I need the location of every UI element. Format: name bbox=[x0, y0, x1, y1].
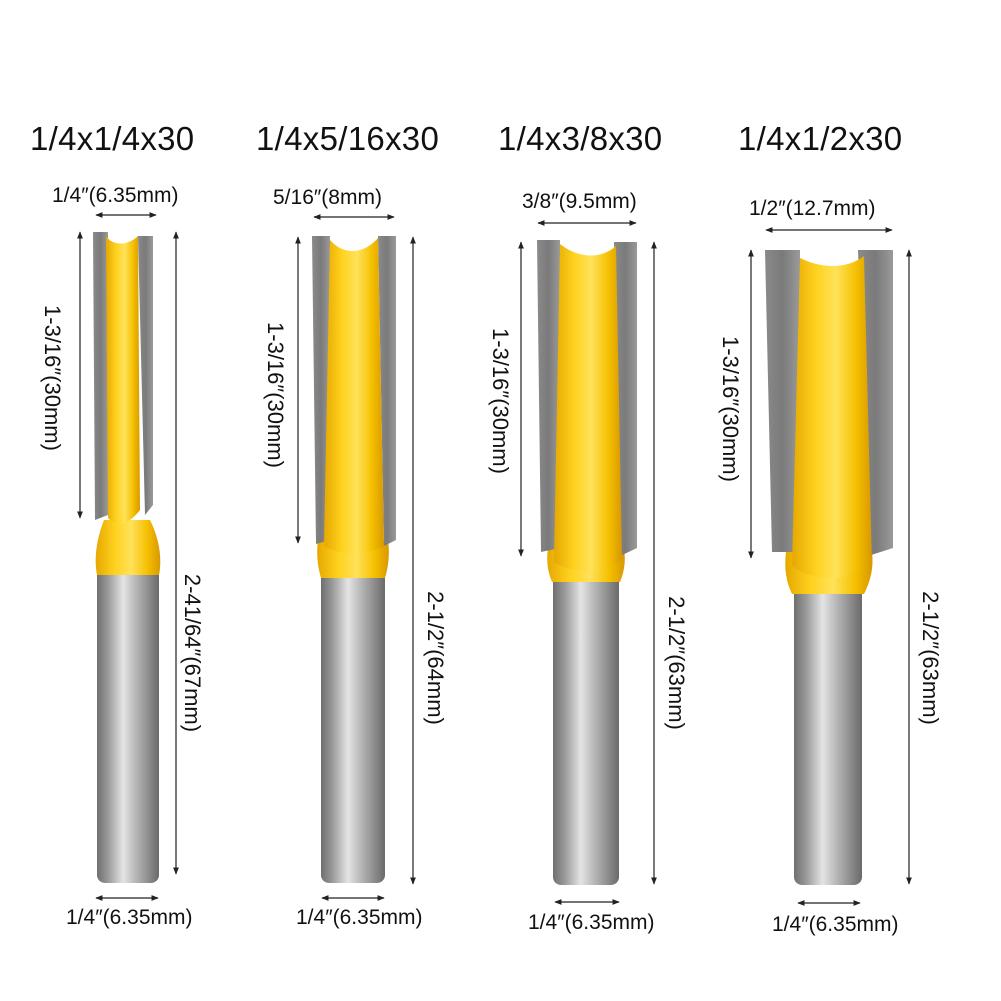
bit-1-cut-length-label: 1-3/16″(30mm) bbox=[40, 305, 65, 451]
bit-1-shank-diameter-label: 1/4″(6.35mm) bbox=[66, 906, 193, 929]
bit-1-flute bbox=[106, 236, 140, 524]
bit-1-carbide-left bbox=[93, 232, 108, 520]
router-bit-3 bbox=[537, 240, 637, 885]
bit-4-shank bbox=[794, 580, 862, 885]
bit-4-title: 1/4x1/2x30 bbox=[738, 120, 903, 157]
bit-3-overall-length-label: 2-1/2″(63mm) bbox=[664, 596, 689, 730]
bit-2-flute bbox=[324, 238, 384, 554]
bit-2-overall-length-label: 2-1/2″(64mm) bbox=[423, 591, 448, 725]
bit-3-cut-diameter-label: 3/8″(9.5mm) bbox=[522, 190, 637, 213]
bit-2-title: 1/4x5/16x30 bbox=[256, 120, 440, 157]
bit-2-carbide-left bbox=[312, 236, 330, 544]
bit-2-shank-diameter-label: 1/4″(6.35mm) bbox=[296, 906, 423, 929]
bit-2-shank bbox=[321, 568, 385, 883]
bit-4-overall-length-label: 2-1/2″(63mm) bbox=[918, 591, 943, 725]
bit-1-cut-diameter-label: 1/4″(6.35mm) bbox=[52, 184, 179, 207]
bit-3-title: 1/4x3/8x30 bbox=[498, 120, 663, 157]
router-bit-2 bbox=[312, 236, 396, 883]
bit-4-cut-length-label: 1-3/16″(30mm) bbox=[718, 336, 743, 482]
bit-1-carbide-right bbox=[138, 236, 153, 515]
bit-1-neck bbox=[95, 520, 161, 575]
bit-4-carbide-left bbox=[765, 250, 800, 552]
bit-3-flute bbox=[554, 244, 622, 571]
bit-1-overall-length-label: 2-41/64″(67mm) bbox=[180, 573, 205, 733]
bit-3-shank bbox=[553, 568, 619, 885]
bit-3-cut-length-label: 1-3/16″(30mm) bbox=[488, 328, 513, 474]
router-bit-1 bbox=[93, 232, 161, 883]
bit-2-carbide-right bbox=[378, 236, 396, 546]
bit-1-title: 1/4x1/4x30 bbox=[30, 120, 195, 157]
bit-3-shank-diameter-label: 1/4″(6.35mm) bbox=[528, 911, 655, 934]
bit-2-cut-diameter-label: 5/16″(8mm) bbox=[273, 186, 382, 209]
bit-4-shank-diameter-label: 1/4″(6.35mm) bbox=[772, 913, 899, 936]
bit-3-carbide-left bbox=[537, 240, 560, 552]
bit-1-shank bbox=[97, 565, 159, 883]
dimension-lines bbox=[77, 212, 912, 906]
router-bit-4 bbox=[765, 250, 893, 885]
bit-2-cut-length-label: 1-3/16″(30mm) bbox=[263, 322, 288, 468]
bit-4-cut-diameter-label: 1/2″(12.7mm) bbox=[749, 197, 876, 220]
bit-4-flute bbox=[792, 256, 872, 578]
